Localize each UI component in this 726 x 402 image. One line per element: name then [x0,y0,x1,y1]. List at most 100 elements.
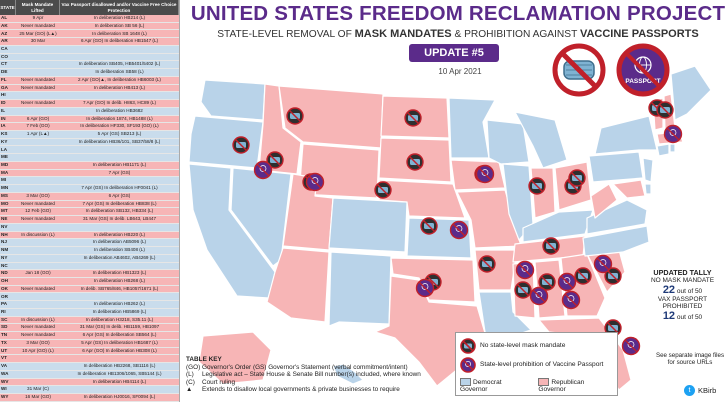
mask-cell [16,69,60,76]
no-mask-marker [604,267,622,285]
no-mask-marker [528,177,546,195]
subtitle-bold1: MASK MANDATES [354,28,452,40]
legend-dem: Democrat Governor [460,378,530,393]
vax-cell: In deliberation HB4114 (L) [92,378,147,384]
dem-swatch [460,378,471,386]
table-row: SD Never mandated 31 Mar (GS) In delib. HB… [0,324,179,333]
subtitle-bold2: VACCINE PASSPORTS [579,28,699,40]
mask-cell: 1 Apr (L▲) [26,131,50,137]
state-cell: NH [1,231,8,237]
mask-cell: 3 Mar (GO) [26,339,50,345]
state-cell: CA [1,46,8,51]
vax-cell [60,224,179,231]
table-row: VT [0,355,179,364]
vax-cell: In deliberation HB262 (L) [93,301,146,307]
mask-cell [16,355,60,362]
vax-cell: In deliberation HF330, SF193 (GO) (L) [80,123,159,129]
no-mask-marker [420,217,438,235]
key-code: (L) [186,371,194,379]
mask-cell [16,177,60,184]
tally-vax-line: 12 out of 50 [640,310,725,322]
table-row: MS 3 Mar (GO) 6 Apr (GS) [0,192,179,201]
mask-cell [16,379,60,386]
vax-cell: In deliberation HB1323 (L) [92,270,147,276]
mask-cell: 7 Feb (GO) [26,123,50,129]
legend-dem-label: Democrat Governor [460,378,502,393]
no-mask-marker [404,109,422,127]
state-cell: DE [1,69,8,75]
state-cell: MO [1,200,9,206]
twitter-handle[interactable]: t KBirb [684,385,716,396]
state-cell: AL [1,15,8,21]
vax-cell: In deliberation SB 1648 (L) [92,30,147,36]
state-cell: WY [1,394,9,400]
mask-cell: 25 Mar (GO) (L▲) [19,30,57,36]
mask-cell [16,146,60,153]
state-cell: ID [1,100,6,106]
table-row: RI In deliberation HB5869 (L) [0,308,179,317]
state-cell: OH [1,278,8,284]
table-row: IN 6 Apr (GO) In deliberation 1874, HB1488… [0,115,179,124]
vax-cell [60,263,179,270]
mask-cell: 6 Apr (GO) [26,115,50,121]
table-row: CO [0,53,179,62]
key-code: (GO) [186,363,201,371]
vax-cell: In deliberation HB220 (L) [93,231,146,237]
table-row: ID Never mandated 7 Apr (GO) In delib. H86… [0,100,179,108]
tally-vax-count: 12 [662,310,676,322]
no-passport-marker [475,164,495,184]
mask-cell: Never mandated [21,332,55,338]
table-row: MI [0,177,179,186]
no-mask-marker [538,273,556,291]
table-row: IA 7 Feb (GO) In deliberation HF330, SF193… [0,123,179,132]
mask-cell [16,185,60,192]
state-cell: MD [1,162,9,168]
state-md [612,179,646,199]
no-mask-marker [266,151,284,169]
table-row: IL In deliberation HB3682 [0,107,179,116]
state-cell: NE [1,216,8,222]
state-cell: SD [1,324,8,330]
table-row: KY In deliberation HB36/101, SB37/58/8 (L… [0,138,179,147]
tally-mask-count: 22 [662,284,676,296]
table-row: NH In discussion (L) In deliberation HB220… [0,231,179,240]
table-row: MT 12 Feb (GO) In deliberation SB132, HB33… [0,208,179,217]
header-state: STATE [0,0,16,15]
state-cell: RI [1,308,6,314]
vax-cell: In deliberation SB 56 (L) [94,22,145,28]
header-mask: Mask Mandate Lifted [16,0,60,15]
state-wa [200,79,266,121]
tally-vax-label: VAX PASSPORT PROHIBITED [657,296,708,310]
vax-cell: 6 Apr (GO) In deliberation HB1547 (L) [80,38,159,44]
table-row: NC [0,262,179,271]
state-cell: KS [1,131,8,137]
table-row: OH In deliberation HB268 (L) [0,277,179,286]
state-cell: MT [1,208,8,214]
no-passport-marker [449,220,469,240]
vax-cell: In deliberation SB58 (L) [95,69,144,75]
table-row: AR 30 Mar 6 Apr (GO) In deliberation HB154… [0,38,179,46]
no-mask-marker [656,101,674,119]
no-mask-marker [542,237,560,255]
state-ny [594,115,658,155]
table-row: AZ 25 Mar (GO) (L▲) In deliberation SB 164… [0,30,179,39]
vax-cell [60,293,179,300]
state-wv [590,183,618,219]
table-key: TABLE KEY (GO) Governor's Order (GS) Gove… [186,356,456,394]
page-subtitle: STATE-LEVEL REMOVAL OF MASK MANDATES & P… [183,28,726,40]
rep-swatch [538,378,550,386]
state-cell: IA [1,123,6,129]
tally-vax-suffix: out of 50 [676,314,703,321]
table-row: MN 7 Apr (GS) In deliberation HF0041 (L) [0,185,179,193]
state-cell: OK [1,285,8,291]
mask-cell [16,108,60,115]
mask-cell [16,239,60,246]
vax-cell: In deliberation SB408 (L) [94,247,145,253]
mask-cell: Never mandated [21,84,55,90]
update-date: 10 Apr 2021 [438,67,482,76]
mask-cell [16,154,60,161]
twitter-icon: t [684,385,695,396]
state-cell: KY [1,138,8,144]
mask-cell [16,263,60,270]
no-passport-icon: PASSPORT [616,43,670,97]
